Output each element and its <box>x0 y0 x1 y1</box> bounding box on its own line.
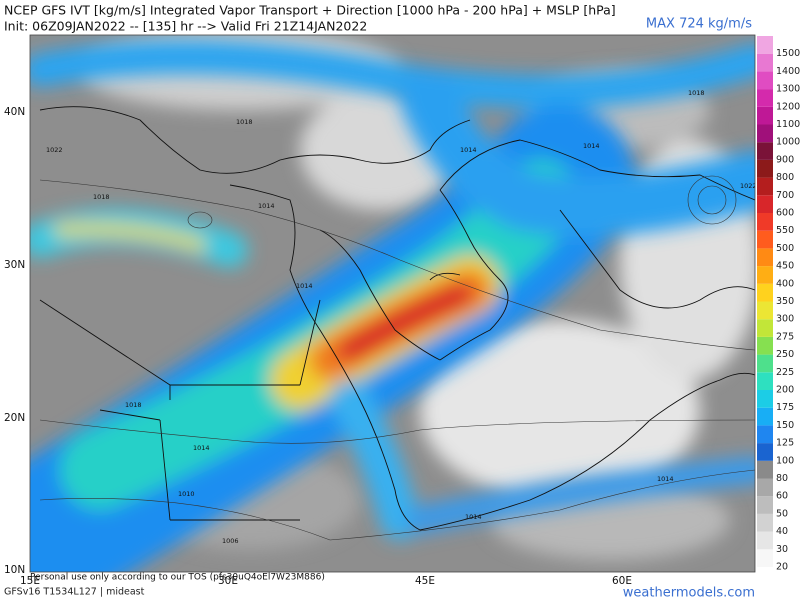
isobar-label: 1022 <box>46 146 63 154</box>
colorbar-label: 150 <box>776 420 794 431</box>
colorbar-label: 80 <box>776 473 788 484</box>
colorbar-box <box>757 36 773 54</box>
colorbar-box <box>757 372 773 390</box>
colorbar-label: 30 <box>776 544 788 555</box>
colorbar-label: 250 <box>776 349 794 360</box>
max-label: MAX 724 kg/m/s <box>646 17 752 32</box>
colorbar-label: 1100 <box>776 119 800 130</box>
colorbar-box <box>757 71 773 90</box>
lat-label: 10N <box>4 564 25 576</box>
colorbar-label: 700 <box>776 190 794 201</box>
lon-label: 60E <box>612 575 632 587</box>
colorbar-label: 200 <box>776 385 794 396</box>
isobar-label: 1006 <box>222 537 239 545</box>
colorbar-label: 900 <box>776 154 794 165</box>
colorbar-box <box>757 213 773 231</box>
colorbar-label: 600 <box>776 208 794 219</box>
isobar-label: 1014 <box>258 202 275 210</box>
colorbar-label: 50 <box>776 508 788 519</box>
map-field: 1022 1018 1018 1014 1014 1014 1018 1014 1022 1018… <box>30 35 757 572</box>
colorbar-box <box>757 407 773 426</box>
site-link[interactable]: weathermodels.com <box>623 586 755 600</box>
isobar-label: 1014 <box>583 142 600 150</box>
isobar-label: 1018 <box>236 118 253 126</box>
colorbar-label: 450 <box>776 261 794 272</box>
lat-label: 20N <box>4 412 25 424</box>
colorbar-box <box>757 248 773 267</box>
isobar-label: 1014 <box>460 146 477 154</box>
colorbar-label: 125 <box>776 438 794 449</box>
colorbar-label: 1500 <box>776 48 800 59</box>
colorbar-box <box>757 230 773 249</box>
colorbar-box <box>757 496 773 514</box>
isobar-label: 1010 <box>178 490 195 498</box>
isobar-label: 1014 <box>193 444 210 452</box>
isobar-label: 1014 <box>657 475 674 483</box>
colorbar-box <box>757 266 773 284</box>
init-line: Init: 06Z09JAN2022 -- [135] hr --> Valid… <box>4 19 367 34</box>
colorbar-label: 500 <box>776 243 794 254</box>
colorbar-label: 225 <box>776 367 794 378</box>
colorbar-label: 60 <box>776 491 788 502</box>
lat-label: 40N <box>4 106 25 118</box>
colorbar-label: 400 <box>776 278 794 289</box>
colorbar-box <box>757 390 773 408</box>
colorbar-label: 40 <box>776 526 788 537</box>
colorbar-box <box>757 336 773 355</box>
colorbar-box <box>757 142 773 160</box>
colorbar-box <box>757 443 773 461</box>
colorbar-label: 350 <box>776 296 794 307</box>
colorbar-box <box>757 283 773 302</box>
colorbar-box <box>757 195 773 213</box>
lon-label: 45E <box>415 575 435 587</box>
colorbar-label: 1200 <box>776 101 800 112</box>
colorbar-label: 100 <box>776 455 794 466</box>
lon-label: 15E <box>20 575 40 587</box>
colorbar-box <box>757 425 773 444</box>
model-info: GFSv16 T1534L127 | mideast <box>4 587 145 598</box>
isobar-label: 1018 <box>93 193 110 201</box>
colorbar-box <box>757 354 773 373</box>
isobar-label: 1018 <box>125 401 142 409</box>
colorbar-label: 1400 <box>776 66 800 77</box>
colorbar-label: 300 <box>776 314 794 325</box>
colorbar-label: 800 <box>776 172 794 183</box>
colorbar-box <box>757 177 773 196</box>
colorbar-label: 1000 <box>776 137 800 148</box>
colorbar-label: 550 <box>776 225 794 236</box>
colorbar-box <box>757 478 773 497</box>
colorbar-box <box>757 531 773 550</box>
lat-label: 30N <box>4 259 25 271</box>
map-frame <box>29 34 756 573</box>
colorbar-box <box>757 513 773 532</box>
colorbar-box <box>757 89 773 107</box>
colorbar-box <box>757 159 773 178</box>
colorbar-box <box>757 460 773 479</box>
notice: Personal use only according to our TOS (… <box>30 573 325 583</box>
colorbar-box <box>757 301 773 320</box>
isobar-label: 1014 <box>296 282 313 290</box>
colorbar-label: 1300 <box>776 84 800 95</box>
colorbar-box <box>757 53 773 72</box>
colorbar-label: 20 <box>776 562 788 573</box>
isobar-label: 1018 <box>688 89 705 97</box>
title: NCEP GFS IVT [kg/m/s] Integrated Vapor T… <box>4 3 616 18</box>
colorbar-box <box>757 319 773 337</box>
colorbar-box <box>757 549 773 567</box>
colorbar-label: 275 <box>776 331 794 342</box>
colorbar-box <box>757 106 773 125</box>
isobar-label: 1022 <box>740 182 757 190</box>
isobar-label: 1014 <box>465 513 482 521</box>
coastlines <box>39 106 755 541</box>
colorbar-label: 175 <box>776 402 794 413</box>
lon-label: 30E <box>218 575 238 587</box>
colorbar-box <box>757 124 773 143</box>
